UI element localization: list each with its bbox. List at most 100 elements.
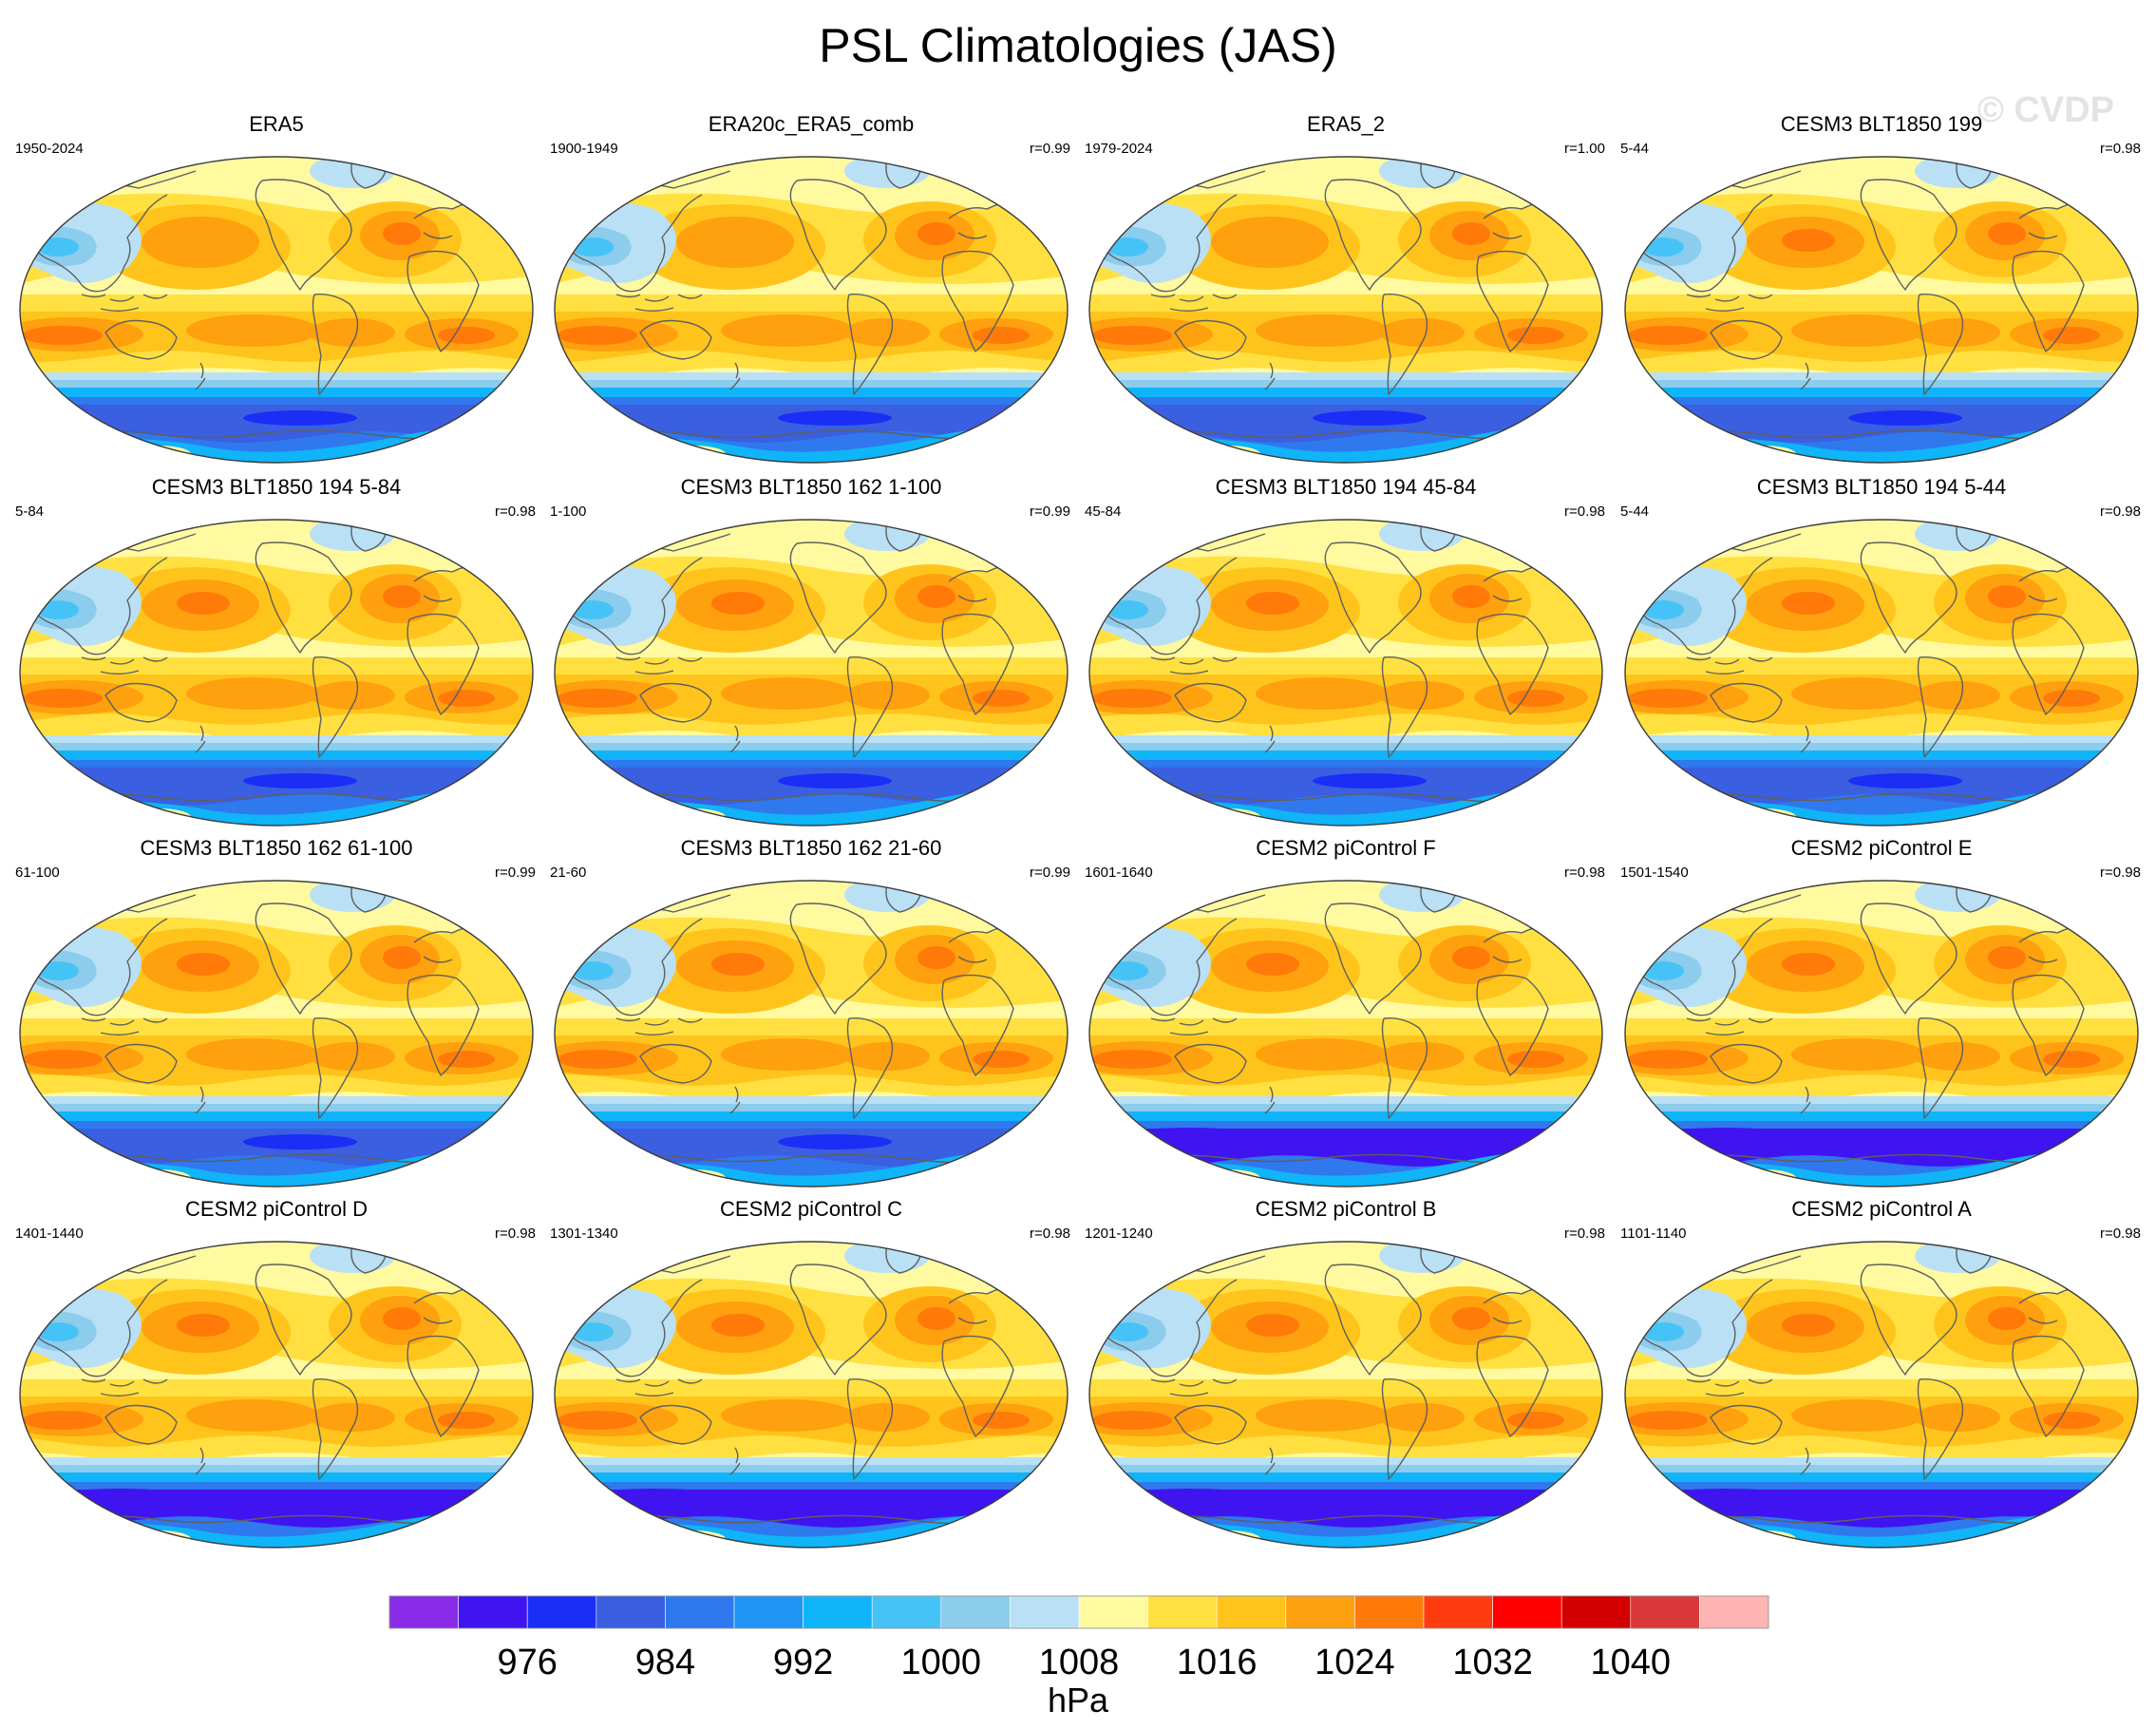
panel-title: ERA5_2 [1307,112,1385,136]
panel-pattern-correlation: r=0.98 [1564,1226,1605,1242]
panel-years: 61-100 [15,864,60,881]
map-panel: CESM2 piControl F 1601-1640 r=0.98 [1079,836,1613,1197]
figure-title: PSL Climatologies (JAS) [819,19,1337,72]
map-panel: CESM2 piControl E 1501-1540 r=0.98 [1615,836,2148,1197]
panel-title: CESM2 piControl A [1791,1197,1972,1221]
panel-years: 1979-2024 [1085,141,1153,157]
colorbar-swatch [665,1595,735,1629]
colorbar-swatch [596,1595,666,1629]
colorbar-swatch [1147,1595,1218,1629]
map-panel: CESM2 piControl A 1101-1140 r=0.98 [1615,1197,2148,1558]
panel-years: 1201-1240 [1085,1226,1153,1242]
panel-pattern-correlation: r=0.98 [1030,1226,1070,1242]
panel-title: CESM3 BLT1850 162 61-100 [140,836,413,860]
colorbar-swatch [458,1595,528,1629]
panel-pattern-correlation: r=0.98 [495,1226,536,1242]
panel-pattern-correlation: r=0.98 [2100,504,2141,520]
map-panel: CESM3 BLT1850 162 61-100 61-100 r=0.99 [9,836,543,1197]
map-panel: ERA5_2 1979-2024 r=1.00 [1079,112,1613,473]
panel-years: 1401-1440 [15,1226,84,1242]
colorbar-swatch [388,1595,459,1629]
panel-pattern-correlation: r=0.98 [2100,141,2141,157]
colorbar-swatch [871,1595,942,1629]
psl-map [554,156,1069,464]
map-panel: CESM3 BLT1850 194 5-84 5-84 r=0.98 [9,475,543,836]
map-panel: CESM3 BLT1850 162 1-100 1-100 r=0.99 [544,475,1078,836]
panel-pattern-correlation: r=0.98 [1564,504,1605,520]
panel-title: ERA20c_ERA5_comb [708,112,915,136]
colorbar-swatch [1078,1595,1148,1629]
panel-title: CESM3 BLT1850 162 1-100 [680,475,942,499]
colorbar-swatch [1285,1595,1355,1629]
psl-map [1088,880,1603,1188]
panel-years: 1501-1540 [1620,864,1689,881]
psl-map [554,1241,1069,1548]
panel-pattern-correlation: r=0.98 [2100,864,2141,881]
colorbar-tick-label: 1016 [1177,1643,1258,1682]
map-panel: CESM2 piControl C 1301-1340 r=0.98 [544,1197,1078,1558]
panel-pattern-correlation: r=0.99 [495,864,536,881]
colorbar-swatch [1010,1595,1080,1629]
colorbar-tick-label: 1008 [1039,1643,1120,1682]
colorbar-swatch [1560,1595,1632,1629]
psl-map [19,156,534,464]
colorbar-tick-label: 1024 [1314,1643,1395,1682]
panel-title: CESM3 BLT1850 199 [1780,112,1983,136]
panel-pattern-correlation: r=0.98 [495,504,536,520]
panel-years: 21-60 [550,864,587,881]
psl-map [1624,1241,2139,1548]
map-panel: CESM2 piControl D 1401-1440 r=0.98 [9,1197,543,1558]
panel-pattern-correlation: r=0.98 [1564,864,1605,881]
map-panel: CESM3 BLT1850 162 21-60 21-60 r=0.99 [544,836,1078,1197]
psl-map [1624,519,2139,826]
panel-years: 1900-1949 [550,141,618,157]
panel-years: 1301-1340 [550,1226,618,1242]
panel-pattern-correlation: r=0.99 [1030,141,1070,157]
panel-pattern-correlation: r=0.99 [1030,504,1070,520]
panel-title: CESM2 piControl B [1255,1197,1437,1221]
psl-map [554,880,1069,1188]
panel-years: 5-44 [1620,504,1650,520]
psl-map [19,519,534,826]
panel-years: 1-100 [550,504,587,520]
colorbar-unit-label: hPa [1048,1681,1109,1720]
psl-map [1088,519,1603,826]
panel-title: CESM3 BLT1850 194 5-44 [1756,475,2007,499]
panel-title: CESM2 piControl F [1256,836,1436,860]
panel-title: ERA5 [249,112,304,136]
panel-pattern-correlation: r=0.99 [1030,864,1070,881]
map-panel: CESM3 BLT1850 194 5-44 5-44 r=0.98 [1615,475,2148,836]
colorbar-swatch [733,1595,804,1629]
colorbar-tick-label: 1040 [1591,1643,1672,1682]
colorbar-swatch [1630,1595,1700,1629]
map-panel: ERA5 1950-2024 [9,112,543,473]
map-panel: CESM3 BLT1850 199 5-44 r=0.98 [1615,112,2148,473]
panel-years: 1101-1140 [1620,1226,1687,1242]
colorbar-tick-label: 984 [635,1643,695,1682]
colorbar-swatch [940,1595,1011,1629]
panel-years: 5-44 [1620,141,1650,157]
psl-map [554,519,1069,826]
colorbar-swatch [1354,1595,1425,1629]
panel-title: CESM2 piControl E [1790,836,1973,860]
cvdp-watermark: © CVDP [1976,90,2114,130]
psl-map [1088,1241,1603,1548]
colorbar-swatch [803,1595,873,1629]
colorbar-swatch [526,1595,597,1629]
panel-title: CESM2 piControl D [185,1197,368,1221]
panel-years: 1950-2024 [15,141,84,157]
colorbar-frame [388,1595,1769,1629]
panel-title: CESM2 piControl C [720,1197,902,1221]
map-panel: CESM3 BLT1850 194 45-84 45-84 r=0.98 [1079,475,1613,836]
panel-years: 5-84 [15,504,45,520]
panel-title: CESM3 BLT1850 194 45-84 [1215,475,1477,499]
colorbar-swatch [1492,1595,1562,1629]
colorbar-tick-label: 1000 [901,1643,982,1682]
psl-map [1088,156,1603,464]
colorbar-swatch [1423,1595,1493,1629]
panel-years: 45-84 [1085,504,1122,520]
panel-title: CESM3 BLT1850 194 5-84 [151,475,402,499]
colorbar-tick-label: 992 [773,1643,833,1682]
psl-map [1624,156,2139,464]
